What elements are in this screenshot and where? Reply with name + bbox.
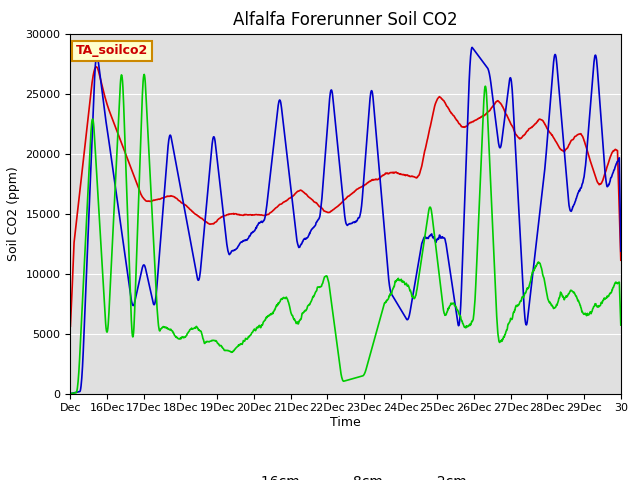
Y-axis label: Soil CO2 (ppm): Soil CO2 (ppm) [7, 166, 20, 261]
Title: Alfalfa Forerunner Soil CO2: Alfalfa Forerunner Soil CO2 [234, 11, 458, 29]
Text: TA_soilco2: TA_soilco2 [76, 44, 148, 58]
X-axis label: Time: Time [330, 416, 361, 429]
Legend: -16cm, -8cm, -2cm: -16cm, -8cm, -2cm [219, 469, 472, 480]
